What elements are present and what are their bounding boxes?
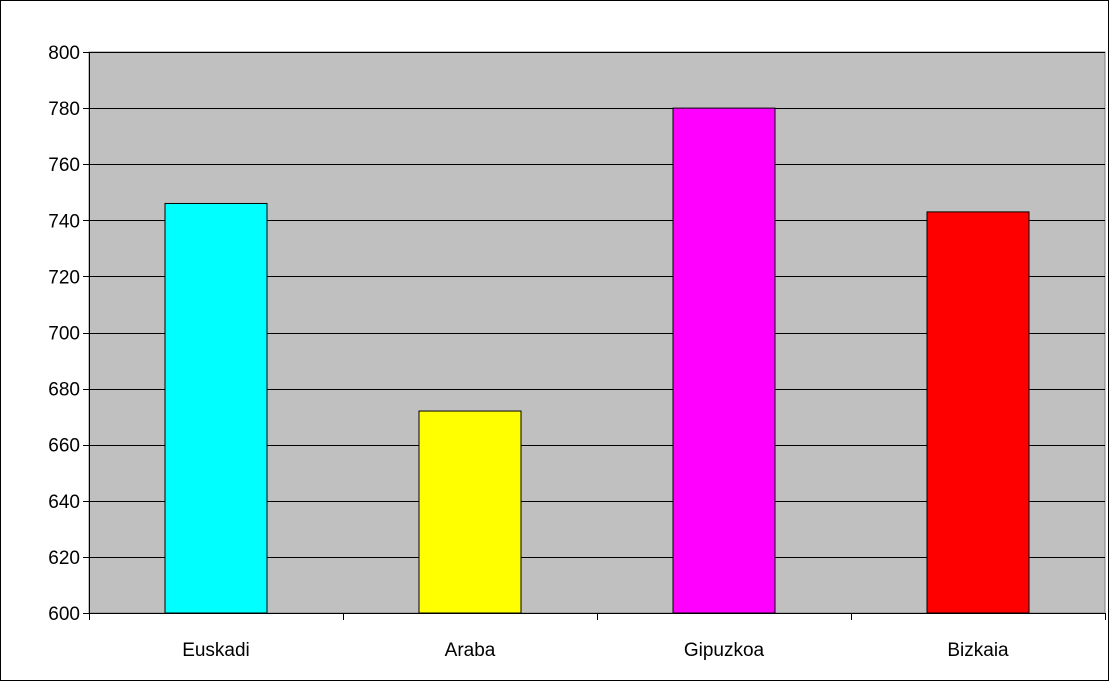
y-tick-label: 760 [48,155,80,176]
y-tick-label: 680 [48,380,80,401]
y-tick-label: 720 [48,267,80,288]
y-axis-tick-labels: 600 620 640 660 680 700 720 740 760 780 800 [48,43,80,625]
y-tick-label: 780 [48,99,80,120]
y-tick-label: 800 [48,43,80,64]
bar-araba [418,410,522,614]
bar-gipuzkoa [672,107,776,614]
bar-bizkaia [926,211,1030,614]
x-tick-label: Gipuzkoa [684,640,765,661]
y-tick-label: 660 [48,436,80,457]
x-tick-label: Euskadi [182,640,250,661]
x-tick-label: Bizkaia [947,640,1009,661]
x-axis-tick-labels: Euskadi Araba Gipuzkoa Bizkaia [182,640,1009,661]
y-tick-label: 700 [48,324,80,345]
y-tick-label: 640 [48,492,80,513]
y-tick-label: 740 [48,211,80,232]
x-tick-label: Araba [445,640,496,661]
y-tick-label: 600 [48,604,80,625]
axes [83,52,1106,620]
bar-euskadi [164,202,268,614]
y-tick-label: 620 [48,548,80,569]
